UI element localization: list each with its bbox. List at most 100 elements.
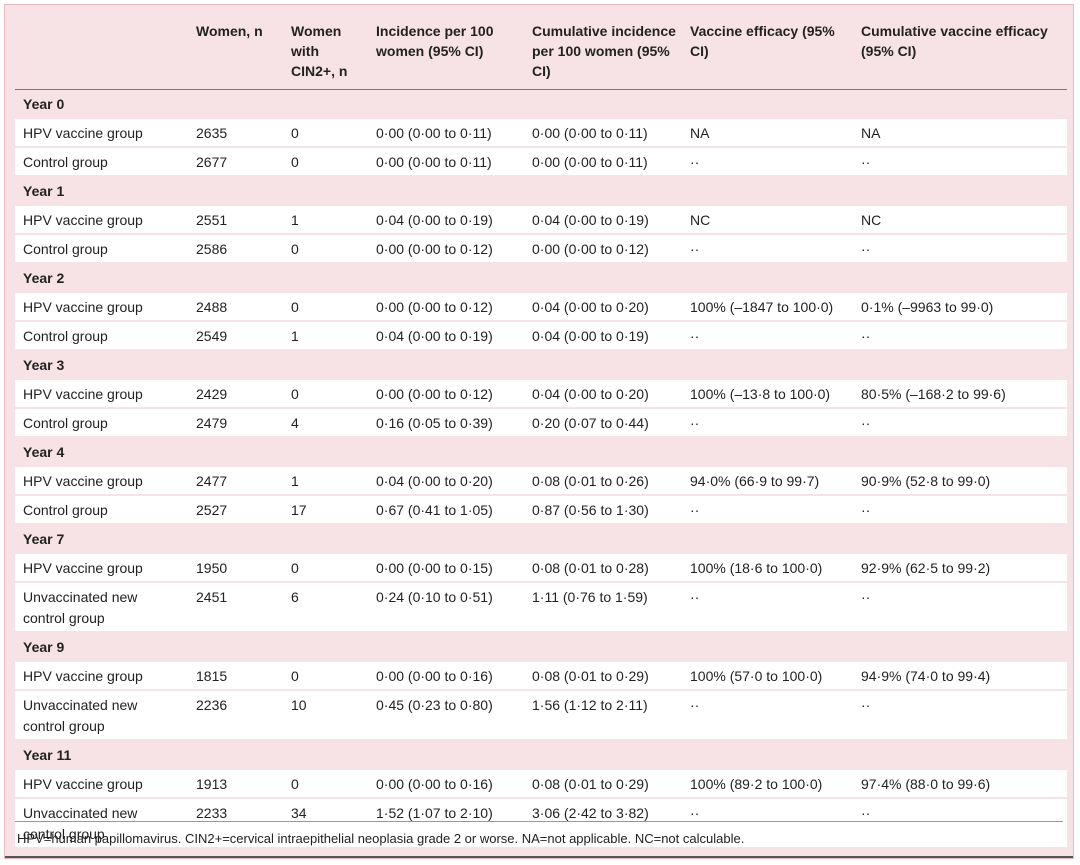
data-row: HPV vaccine group 1950 0 0·00 (0·00 to 0·15… <box>15 554 1067 583</box>
data-cell: NA <box>682 119 853 148</box>
year-row: Year 2 <box>15 263 1067 293</box>
data-cell: 92·9% (62·5 to 99·2) <box>853 554 1067 583</box>
data-cell: 17 <box>283 495 368 525</box>
data-cell: 1950 <box>188 554 283 583</box>
data-cell: 0·00 (0·00 to 0·11) <box>368 119 524 148</box>
data-cell: 2236 <box>188 690 283 741</box>
data-cell: 100% (57·0 to 100·0) <box>682 662 853 691</box>
row-label: Unvaccinated new control group <box>15 582 188 633</box>
data-cell: ·· <box>853 798 1067 849</box>
data-row: HPV vaccine group 2429 0 0·00 (0·00 to 0·12… <box>15 380 1067 409</box>
data-cell: 2451 <box>188 582 283 633</box>
data-row: HPV vaccine group 2635 0 0·00 (0·00 to 0·11… <box>15 119 1067 148</box>
data-cell: 0·04 (0·00 to 0·20) <box>368 467 524 496</box>
header-row: Women, n Women with CIN2+, n Incidence per… <box>15 11 1067 90</box>
data-cell: 4 <box>283 408 368 438</box>
data-cell: 0·04 (0·00 to 0·19) <box>524 321 682 351</box>
header-cell <box>15 11 188 90</box>
data-cell: 0 <box>283 147 368 177</box>
data-cell: 0 <box>283 770 368 799</box>
data-row: HPV vaccine group 2551 1 0·04 (0·00 to 0·19… <box>15 206 1067 235</box>
data-cell: 0·00 (0·00 to 0·16) <box>368 662 524 691</box>
footnote: HPV=human papillomavirus. CIN2+=cervical… <box>17 831 745 846</box>
column-header: Cumulative vaccine efficacy (95% CI) <box>853 11 1067 90</box>
data-cell: 2586 <box>188 234 283 264</box>
data-cell: 90·9% (52·8 to 99·0) <box>853 467 1067 496</box>
year-row: Year 3 <box>15 350 1067 380</box>
data-cell: 0·08 (0·01 to 0·29) <box>524 662 682 691</box>
row-label: HPV vaccine group <box>15 380 188 409</box>
data-cell: 0 <box>283 662 368 691</box>
row-label: HPV vaccine group <box>15 467 188 496</box>
year-row: Year 0 <box>15 90 1067 120</box>
data-row: Unvaccinated new control group 2236 10 0·45… <box>15 690 1067 741</box>
year-label: Year 7 <box>23 531 65 547</box>
data-cell: 0·00 (0·00 to 0·11) <box>524 147 682 177</box>
year-label: Year 11 <box>23 747 72 763</box>
data-cell: 0·20 (0·07 to 0·44) <box>524 408 682 438</box>
data-cell: ·· <box>682 690 853 741</box>
data-cell: 0·04 (0·00 to 0·19) <box>368 321 524 351</box>
data-cell: 34 <box>283 798 368 849</box>
data-cell: 2635 <box>188 119 283 148</box>
data-cell: 94·9% (74·0 to 99·4) <box>853 662 1067 691</box>
data-row: Control group 2677 0 0·00 (0·00 to 0·11) 0·0… <box>15 147 1067 177</box>
data-cell: 0·00 (0·00 to 0·12) <box>368 293 524 322</box>
data-cell: 0·00 (0·00 to 0·16) <box>368 770 524 799</box>
data-cell: 1 <box>283 467 368 496</box>
data-cell: ·· <box>682 147 853 177</box>
data-row: Control group 2549 1 0·04 (0·00 to 0·19) 0·0… <box>15 321 1067 351</box>
data-cell: 0·67 (0·41 to 1·05) <box>368 495 524 525</box>
results-table: Women, n Women with CIN2+, n Incidence per… <box>15 11 1067 849</box>
data-cell: 2549 <box>188 321 283 351</box>
year-row: Year 9 <box>15 632 1067 662</box>
data-cell: 97·4% (88·0 to 99·6) <box>853 770 1067 799</box>
year-row: Year 1 <box>15 176 1067 206</box>
column-header: Women, n <box>188 11 283 90</box>
row-label: HPV vaccine group <box>15 119 188 148</box>
data-cell: 0·00 (0·00 to 0·15) <box>368 554 524 583</box>
data-cell: 0·08 (0·01 to 0·26) <box>524 467 682 496</box>
row-label: Control group <box>15 321 188 351</box>
data-cell: 2429 <box>188 380 283 409</box>
table-panel: Women, n Women with CIN2+, n Incidence per… <box>4 4 1074 859</box>
year-label: Year 2 <box>23 270 65 286</box>
data-row: HPV vaccine group 2477 1 0·04 (0·00 to 0·20… <box>15 467 1067 496</box>
year-label: Year 4 <box>23 444 65 460</box>
row-label: Control group <box>15 408 188 438</box>
year-row: Year 4 <box>15 437 1067 467</box>
data-cell: 0 <box>283 119 368 148</box>
data-cell: 10 <box>283 690 368 741</box>
year-label: Year 0 <box>23 96 65 112</box>
data-cell: 0·04 (0·00 to 0·19) <box>368 206 524 235</box>
data-cell: 0·08 (0·01 to 0·28) <box>524 554 682 583</box>
data-cell: 0·00 (0·00 to 0·12) <box>368 380 524 409</box>
column-header: Women with CIN2+, n <box>283 11 368 90</box>
row-label: HPV vaccine group <box>15 662 188 691</box>
year-label: Year 9 <box>23 639 65 655</box>
data-cell: 0·16 (0·05 to 0·39) <box>368 408 524 438</box>
data-cell: ·· <box>682 321 853 351</box>
data-cell: 0·04 (0·00 to 0·20) <box>524 293 682 322</box>
data-cell: 0·04 (0·00 to 0·19) <box>524 206 682 235</box>
row-label: Unvaccinated new control group <box>15 690 188 741</box>
data-cell: NA <box>853 119 1067 148</box>
year-row: Year 11 <box>15 740 1067 770</box>
data-cell: ·· <box>682 408 853 438</box>
data-cell: 1815 <box>188 662 283 691</box>
data-cell: 1 <box>283 321 368 351</box>
data-cell: ·· <box>853 234 1067 264</box>
data-cell: ·· <box>682 582 853 633</box>
data-row: Control group 2479 4 0·16 (0·05 to 0·39) 0·2… <box>15 408 1067 438</box>
data-cell: 0·00 (0·00 to 0·12) <box>524 234 682 264</box>
data-row: Control group 2527 17 0·67 (0·41 to 1·05) 0·… <box>15 495 1067 525</box>
data-cell: 6 <box>283 582 368 633</box>
data-cell: 0·24 (0·10 to 0·51) <box>368 582 524 633</box>
data-cell: 2551 <box>188 206 283 235</box>
column-header: Incidence per 100 women (95% CI) <box>368 11 524 90</box>
row-label: Control group <box>15 147 188 177</box>
data-cell: 0·87 (0·56 to 1·30) <box>524 495 682 525</box>
data-cell: 0·00 (0·00 to 0·11) <box>368 147 524 177</box>
data-row: Unvaccinated new control group 2233 34 1·52… <box>15 798 1067 849</box>
